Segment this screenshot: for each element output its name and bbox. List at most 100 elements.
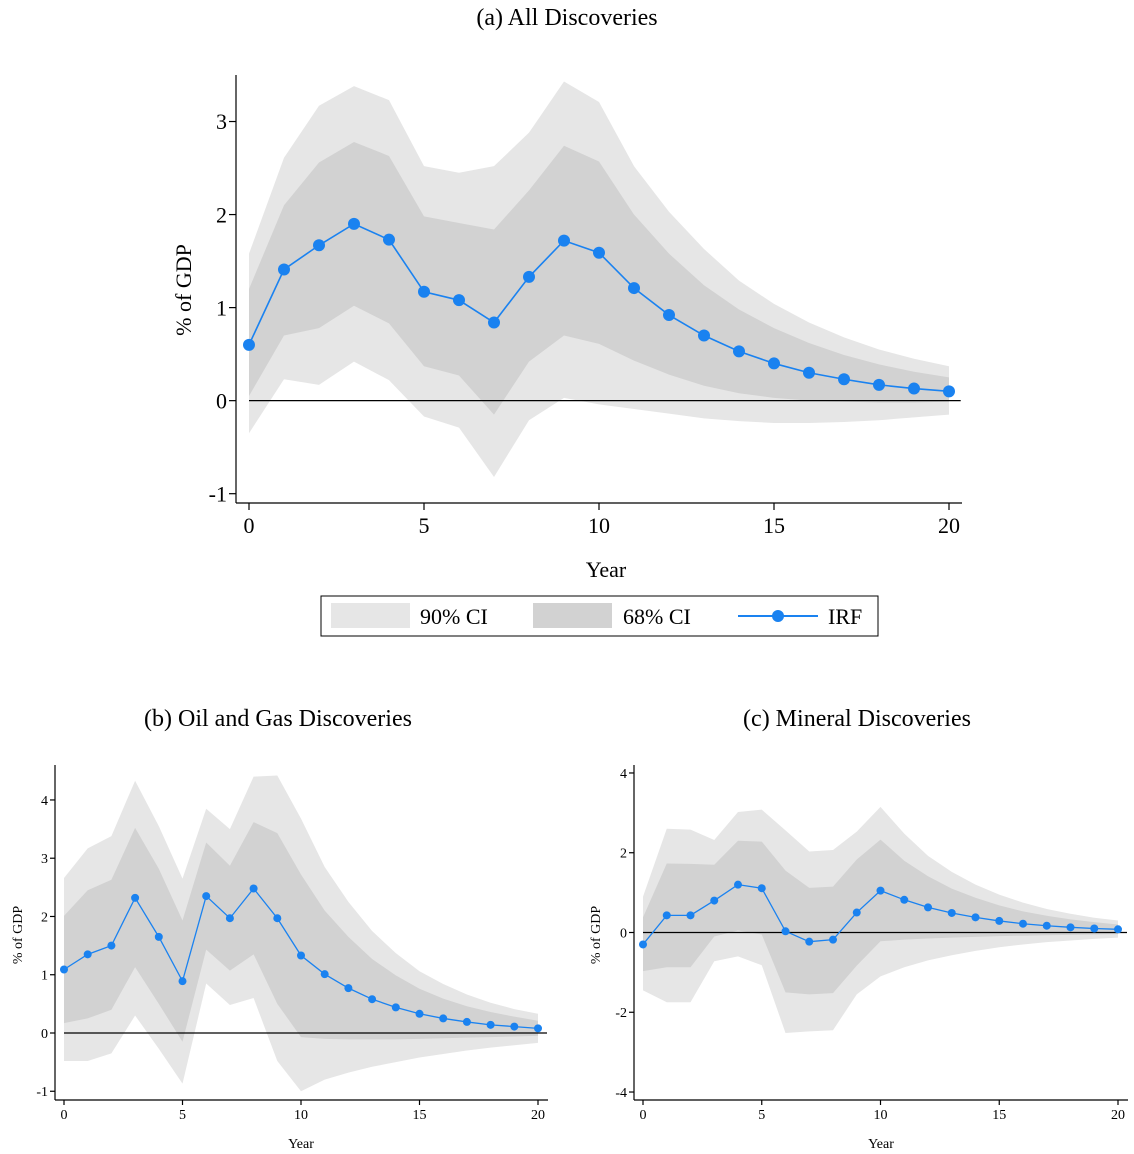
irf-point-oil-gas-discoveries	[60, 965, 68, 974]
irf-point-all-discoveries	[873, 378, 885, 391]
ci68-band-all-discoveries	[249, 141, 949, 415]
y-tick-label-mineral-discoveries: 4	[620, 767, 627, 782]
y-tick-label-all-discoveries: 2	[216, 202, 227, 227]
x-tick-label-mineral-discoveries: 0	[640, 1108, 647, 1123]
x-axis-label-oil-gas-discoveries: Year	[288, 1137, 314, 1152]
x-tick-label-oil-gas-discoveries: 20	[531, 1108, 545, 1123]
irf-point-oil-gas-discoveries	[486, 1020, 495, 1029]
panel-title-mineral-discoveries: (c) Mineral Discoveries	[743, 706, 971, 732]
irf-point-mineral-discoveries	[805, 937, 814, 946]
legend-label-irf: IRF	[828, 604, 862, 629]
x-tick-label-oil-gas-discoveries: 5	[179, 1108, 186, 1123]
irf-point-mineral-discoveries	[662, 911, 671, 920]
irf-point-all-discoveries	[803, 366, 815, 379]
x-tick-label-oil-gas-discoveries: 10	[294, 1108, 308, 1123]
legend-label-90ci: 90% CI	[420, 604, 488, 629]
x-axis-label-mineral-discoveries: Year	[868, 1137, 894, 1152]
irf-point-all-discoveries	[768, 357, 780, 370]
y-tick-label-mineral-discoveries: -4	[615, 1086, 627, 1101]
irf-point-mineral-discoveries	[757, 884, 766, 893]
x-tick-label-all-discoveries: 20	[938, 513, 960, 538]
x-tick-label-all-discoveries: 10	[588, 513, 610, 538]
irf-point-all-discoveries	[418, 285, 430, 298]
irf-point-oil-gas-discoveries	[415, 1009, 424, 1018]
irf-point-mineral-discoveries	[1042, 921, 1051, 930]
irf-point-oil-gas-discoveries	[131, 893, 140, 902]
y-axis-label-mineral-discoveries: % of GDP	[589, 906, 604, 965]
irf-point-mineral-discoveries	[734, 880, 742, 889]
y-axis-label-all-discoveries: % of GDP	[171, 244, 196, 336]
irf-point-mineral-discoveries	[1114, 925, 1122, 934]
y-tick-label-mineral-discoveries: 2	[620, 847, 627, 862]
x-tick-label-oil-gas-discoveries: 15	[413, 1108, 427, 1123]
irf-point-all-discoveries	[593, 246, 605, 259]
x-tick-label-mineral-discoveries: 15	[992, 1108, 1006, 1123]
irf-point-oil-gas-discoveries	[225, 914, 234, 923]
irf-point-all-discoveries	[908, 382, 920, 395]
irf-point-mineral-discoveries	[971, 913, 980, 922]
x-tick-label-all-discoveries: 0	[244, 513, 255, 538]
irf-point-all-discoveries	[383, 233, 395, 246]
irf-point-oil-gas-discoveries	[510, 1022, 519, 1031]
irf-point-all-discoveries	[838, 373, 850, 386]
panel-title-oil-gas-discoveries: (b) Oil and Gas Discoveries	[144, 706, 412, 732]
x-tick-label-mineral-discoveries: 10	[874, 1108, 888, 1123]
y-tick-label-oil-gas-discoveries: -1	[36, 1085, 48, 1100]
x-tick-label-mineral-discoveries: 20	[1111, 1108, 1125, 1123]
irf-point-all-discoveries	[523, 270, 535, 283]
ci68-band-mineral-discoveries	[643, 839, 1118, 995]
irf-point-oil-gas-discoveries	[202, 892, 211, 901]
plot-area-oil-gas-discoveries: -1 0 1 2 3 4 0 5 10 15 20	[36, 765, 548, 1123]
ci68-band-oil-gas-discoveries	[64, 822, 538, 1042]
irf-point-mineral-discoveries	[686, 911, 695, 920]
plot-area-all-discoveries: -1 0 1 2 3 0 5 10 15 20	[209, 75, 962, 538]
irf-point-all-discoveries	[313, 239, 325, 252]
irf-point-oil-gas-discoveries	[320, 970, 329, 979]
y-tick-label-mineral-discoveries: 0	[620, 926, 627, 941]
irf-point-mineral-discoveries	[781, 927, 790, 936]
irf-point-all-discoveries	[663, 309, 675, 322]
x-tick-label-all-discoveries: 15	[763, 513, 785, 538]
legend-marker-irf	[772, 610, 784, 622]
panel-title-all-discoveries: (a) All Discoveries	[476, 5, 657, 31]
irf-point-all-discoveries	[943, 385, 955, 398]
y-tick-label-oil-gas-discoveries: 4	[41, 794, 48, 809]
irf-point-oil-gas-discoveries	[83, 950, 92, 959]
irf-point-oil-gas-discoveries	[391, 1003, 400, 1012]
irf-point-mineral-discoveries	[900, 895, 909, 904]
irf-point-oil-gas-discoveries	[368, 995, 377, 1004]
irf-point-oil-gas-discoveries	[439, 1014, 448, 1023]
irf-point-all-discoveries	[628, 282, 640, 295]
plot-area-mineral-discoveries: -4 -2 0 2 4 0 5 10 15 20	[615, 765, 1128, 1123]
irf-point-all-discoveries	[488, 316, 500, 329]
irf-point-oil-gas-discoveries	[273, 914, 282, 923]
irf-point-mineral-discoveries	[876, 886, 885, 895]
y-tick-label-all-discoveries: 1	[216, 295, 227, 320]
irf-point-mineral-discoveries	[829, 935, 837, 944]
x-tick-label-oil-gas-discoveries: 0	[61, 1108, 68, 1123]
irf-point-all-discoveries	[348, 217, 360, 230]
irf-point-mineral-discoveries	[852, 908, 861, 917]
x-tick-label-mineral-discoveries: 5	[758, 1108, 765, 1123]
irf-point-mineral-discoveries	[710, 896, 719, 905]
y-tick-label-all-discoveries: 0	[216, 388, 227, 413]
irf-point-oil-gas-discoveries	[249, 884, 258, 893]
x-tick-label-all-discoveries: 5	[419, 513, 430, 538]
irf-point-oil-gas-discoveries	[178, 977, 187, 986]
y-tick-label-oil-gas-discoveries: 1	[41, 969, 48, 984]
irf-point-mineral-discoveries	[924, 903, 932, 912]
irf-point-oil-gas-discoveries	[534, 1024, 542, 1033]
y-tick-label-oil-gas-discoveries: 0	[41, 1027, 48, 1042]
legend-swatch-68ci	[533, 603, 612, 628]
irf-point-mineral-discoveries	[1066, 923, 1075, 932]
irf-point-all-discoveries	[243, 338, 255, 351]
y-tick-label-mineral-discoveries: -2	[615, 1006, 627, 1021]
y-tick-label-all-discoveries: 3	[216, 109, 227, 134]
irf-point-oil-gas-discoveries	[297, 951, 305, 960]
irf-point-all-discoveries	[278, 263, 290, 276]
irf-point-mineral-discoveries	[1090, 924, 1099, 933]
irf-point-all-discoveries	[733, 345, 745, 358]
y-tick-label-all-discoveries: -1	[209, 481, 227, 506]
